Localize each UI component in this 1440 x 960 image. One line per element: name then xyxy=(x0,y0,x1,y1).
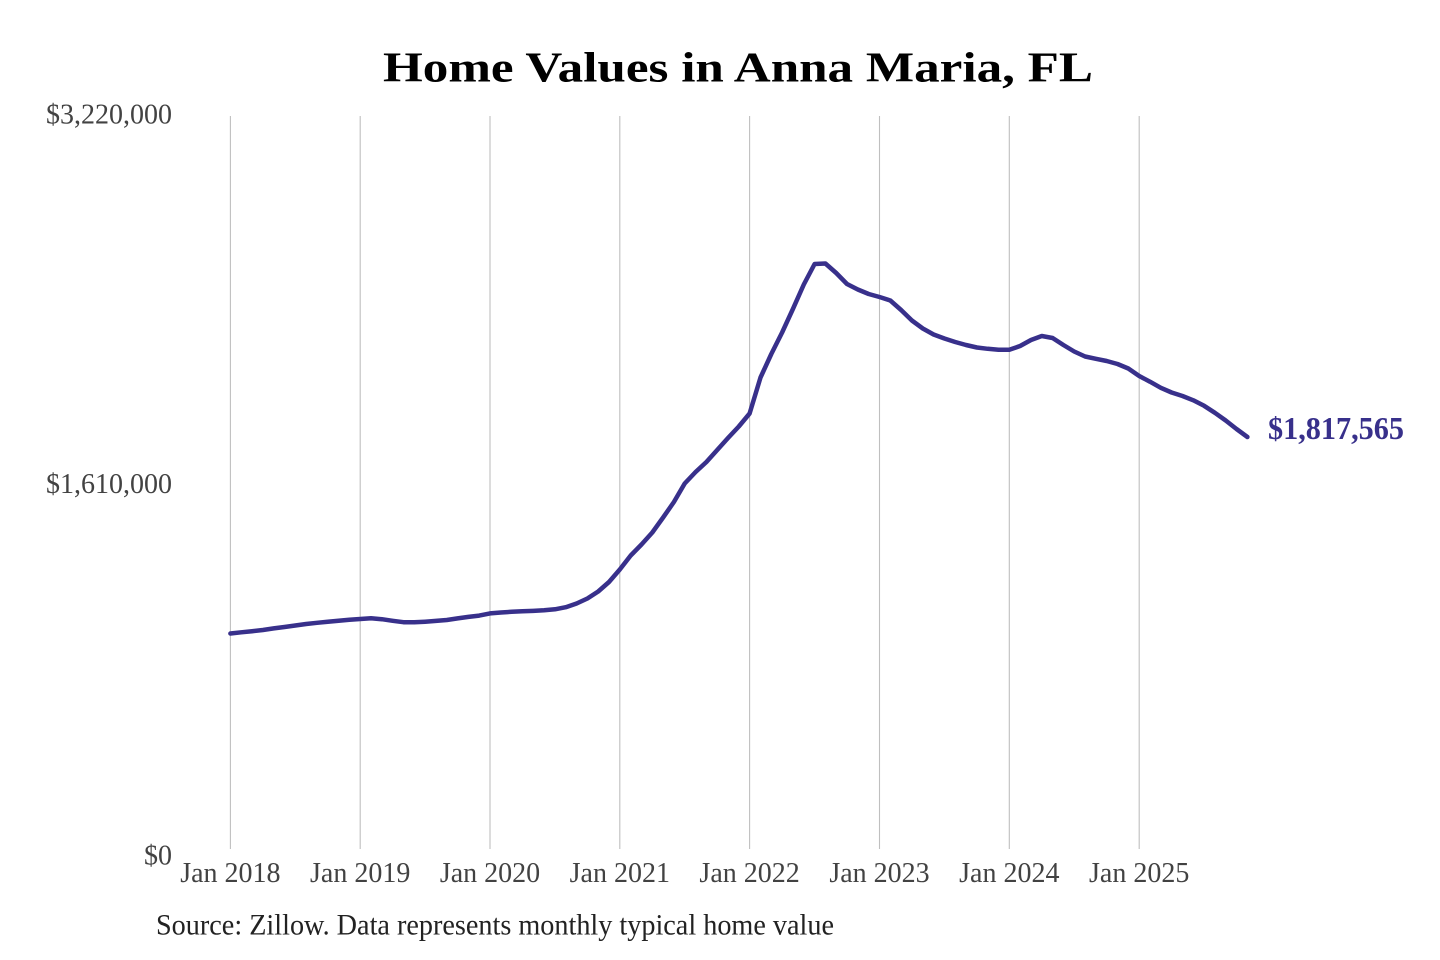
svg-text:Jan 2018: Jan 2018 xyxy=(180,858,280,889)
svg-text:Jan 2023: Jan 2023 xyxy=(829,858,929,889)
svg-text:$3,220,000: $3,220,000 xyxy=(46,99,172,130)
svg-text:$0: $0 xyxy=(144,841,172,872)
svg-text:Home Values in Anna Maria, FL: Home Values in Anna Maria, FL xyxy=(383,46,1093,92)
svg-text:Source: Zillow. Data represent: Source: Zillow. Data represents monthly … xyxy=(156,909,834,942)
svg-text:$1,817,565: $1,817,565 xyxy=(1268,410,1404,446)
svg-text:Jan 2025: Jan 2025 xyxy=(1089,858,1189,889)
svg-text:Jan 2020: Jan 2020 xyxy=(440,858,540,889)
svg-text:$1,610,000: $1,610,000 xyxy=(46,469,172,500)
svg-text:Jan 2022: Jan 2022 xyxy=(699,858,799,889)
svg-text:Jan 2024: Jan 2024 xyxy=(959,858,1059,889)
svg-text:Jan 2019: Jan 2019 xyxy=(310,858,410,889)
svg-text:Jan 2021: Jan 2021 xyxy=(570,858,670,889)
